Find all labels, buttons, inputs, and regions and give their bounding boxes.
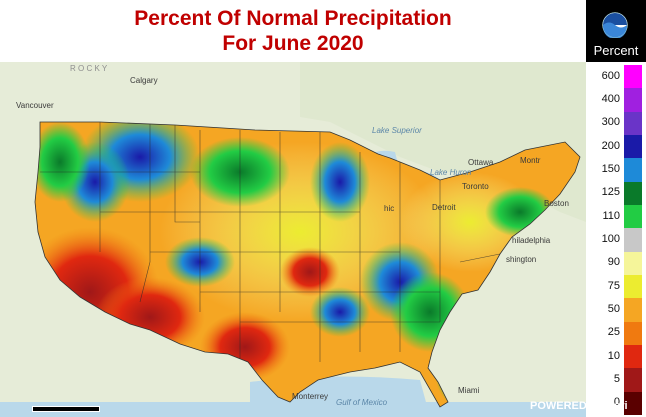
legend-color-bar	[624, 65, 642, 416]
legend-swatch-100	[624, 228, 642, 253]
map-canvas	[0, 62, 586, 417]
label-vancouver: Vancouver	[16, 101, 54, 110]
map-title: Percent Of Normal Precipitation	[134, 7, 452, 30]
label-monterrey: Monterrey	[292, 392, 329, 401]
legend-swatch-25	[624, 321, 642, 346]
esri-attribution: POWERED BY esri	[530, 400, 628, 412]
label-philadelphia: hiladelphia	[512, 236, 551, 245]
legend-swatch-110	[624, 205, 642, 229]
map-header: Percent Of Normal Precipitation For June…	[0, 0, 586, 62]
label-lake-superior: Lake Superior	[372, 126, 422, 135]
legend-swatch-600	[624, 65, 642, 89]
logo-panel: Percent	[586, 0, 646, 62]
legend-label-110: 110	[602, 209, 620, 222]
label-lake-huron: Lake Huron	[430, 168, 472, 177]
legend-title: Percent	[593, 43, 639, 58]
legend-label-75: 75	[607, 279, 620, 292]
legend-swatch-150	[624, 158, 642, 183]
legend-label-100: 100	[601, 233, 620, 245]
label-gulf-of-mexico: Gulf of Mexico	[336, 398, 388, 407]
precipitation-map[interactable]: Calgary Vancouver Lake Superior Lake Hur…	[0, 62, 586, 417]
legend-label-300: 300	[601, 116, 620, 129]
legend-label-400: 400	[601, 93, 620, 105]
legend-label-50: 50	[607, 303, 620, 315]
legend-swatch-50	[624, 298, 642, 323]
legend-swatch-300	[624, 111, 642, 136]
legend-swatch-75	[624, 275, 642, 299]
legend-swatch-10	[624, 345, 642, 369]
legend-label-5: 5	[613, 373, 620, 385]
legend-label-25: 25	[607, 326, 620, 339]
legend-swatch-0	[624, 391, 642, 416]
label-toronto: Toronto	[462, 182, 489, 191]
noaa-logo-icon	[602, 12, 628, 38]
legend-swatch-5	[624, 368, 642, 393]
legend-label-0: 0	[613, 396, 620, 409]
legend-swatch-200	[624, 135, 642, 159]
label-ottawa: Ottawa	[468, 158, 494, 167]
precipitation-legend: 600 400 300 200 150 125 110 100 90 75 50 25 10 5 0	[586, 62, 646, 417]
legend-swatch-90	[624, 251, 642, 276]
label-chicago: hic	[384, 204, 395, 213]
label-boston: Boston	[544, 199, 569, 208]
map-scale-bar	[32, 406, 100, 412]
legend-label-200: 200	[601, 139, 620, 152]
legend-label-150: 150	[601, 163, 620, 175]
legend-label-10: 10	[607, 349, 620, 362]
legend-label-600: 600	[601, 69, 620, 82]
label-montreal: Montr	[520, 156, 541, 165]
legend-swatch-125	[624, 181, 642, 206]
legend-swatch-400	[624, 88, 642, 113]
label-miami: Miami	[458, 386, 480, 395]
legend-label-90: 90	[607, 256, 620, 269]
map-subtitle-date: For June 2020	[222, 32, 364, 55]
label-washington: shington	[506, 255, 537, 264]
label-rocky: R O C K Y	[70, 64, 108, 73]
legend-label-125: 125	[601, 186, 620, 199]
label-detroit: Detroit	[432, 203, 456, 212]
label-calgary: Calgary	[130, 76, 158, 85]
